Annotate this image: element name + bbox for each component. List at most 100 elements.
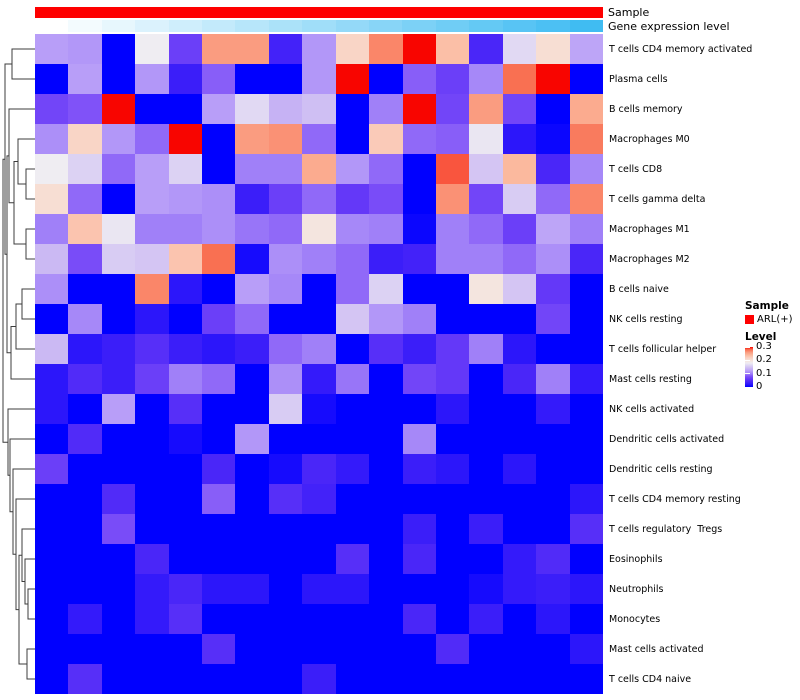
heatmap-cell [335,184,370,214]
heatmap-cell [168,424,203,454]
row-label: Macrophages M2 [609,253,690,265]
gene-expression-annotation-cell [268,20,303,32]
heatmap-cell [369,94,403,124]
heatmap-cell [335,64,370,94]
heatmap-cell [369,514,403,544]
heatmap-cell [35,274,69,304]
heatmap-cell [202,364,236,394]
heatmap-cell [168,64,203,94]
heatmap-cell [135,514,169,544]
heatmap-cell [435,364,470,394]
row-dendrogram [2,48,35,680]
heatmap-cell [168,664,203,694]
legend-sample-title: Sample [745,300,789,312]
heatmap-cell [435,334,470,364]
heatmap-cell [268,364,303,394]
heatmap-cell [435,94,470,124]
heatmap-cell [335,94,370,124]
row-label: Mast cells activated [609,643,704,655]
gene-expression-annotation-cell [68,20,102,32]
dendrogram-branch [9,438,35,513]
heatmap-cell [35,664,69,694]
heatmap-cell [369,604,403,634]
heatmap-cell [302,154,336,184]
heatmap-cell [569,424,603,454]
heatmap-cell [68,214,102,244]
heatmap-cell [302,244,336,274]
gene-expression-annotation-cell [536,20,570,32]
heatmap-cell [235,334,269,364]
heatmap-cell [435,664,470,694]
row-label: Neutrophils [609,583,664,595]
heatmap-cell [536,484,570,514]
dendrogram-branch [11,48,35,80]
heatmap-cell [235,274,269,304]
heatmap-cell [402,64,436,94]
heatmap-cell [68,184,102,214]
heatmap-cell [536,544,570,574]
heatmap-cell [569,244,603,274]
heatmap-cell [135,274,169,304]
heatmap-cell [168,184,203,214]
row-label: Plasma cells [609,73,668,85]
heatmap-cell [536,514,570,544]
heatmap-cell [268,424,303,454]
heatmap-cell [536,64,570,94]
heatmap-cell [502,604,537,634]
colorbar-tick [745,373,750,375]
heatmap-cell [135,484,169,514]
heatmap-cell [135,334,169,364]
sample-item-label: ARL(+) [757,314,793,325]
sample-color-swatch [745,315,754,324]
heatmap-cell [101,454,136,484]
heatmap-cell [168,514,203,544]
heatmap-cell [335,34,370,64]
heatmap-cell [502,574,537,604]
heatmap-cell [168,154,203,184]
heatmap-cell [101,544,136,574]
heatmap-cell [168,484,203,514]
heatmap-cell [235,604,269,634]
heatmap-cell [569,604,603,634]
heatmap-cell [168,34,203,64]
heatmap-cell [135,604,169,634]
heatmap-cell [202,334,236,364]
heatmap-cell [35,604,69,634]
heatmap-cell [469,424,503,454]
heatmap-grid [35,34,603,694]
heatmap-cell [135,304,169,334]
heatmap-cell [135,364,169,394]
heatmap-cell [536,34,570,64]
heatmap-cell [68,664,102,694]
heatmap-cell [202,514,236,544]
heatmap-cell [502,34,537,64]
heatmap-cell [469,124,503,154]
heatmap-cell [402,544,436,574]
heatmap-cell [168,214,203,244]
dendrogram-branch [18,554,27,665]
heatmap-cell [202,424,236,454]
heatmap-cell [402,454,436,484]
heatmap-cell [202,184,236,214]
row-label: T cells CD4 memory resting [609,493,741,505]
heatmap-cell [268,94,303,124]
row-label: Dendritic cells activated [609,433,725,445]
heatmap-cell [68,64,102,94]
heatmap-cell [335,604,370,634]
heatmap-cell [35,64,69,94]
gene-expression-annotation-label: Gene expression level [608,20,730,33]
heatmap-cell [135,394,169,424]
heatmap-cell [536,184,570,214]
sample-annotation-cell [35,7,69,18]
heatmap-cell [435,604,470,634]
dendrogram-branch [7,408,35,476]
heatmap-cell [168,454,203,484]
dendrogram-branch [26,648,35,680]
colorbar-tick-label: 0.1 [756,367,772,379]
heatmap-cell [302,634,336,664]
heatmap-cell [469,364,503,394]
heatmap-cell [135,574,169,604]
heatmap-cell [302,574,336,604]
level-colorbar-wrap: 0.3 0.2 0.1 0 [745,342,800,392]
heatmap-cell [335,244,370,274]
